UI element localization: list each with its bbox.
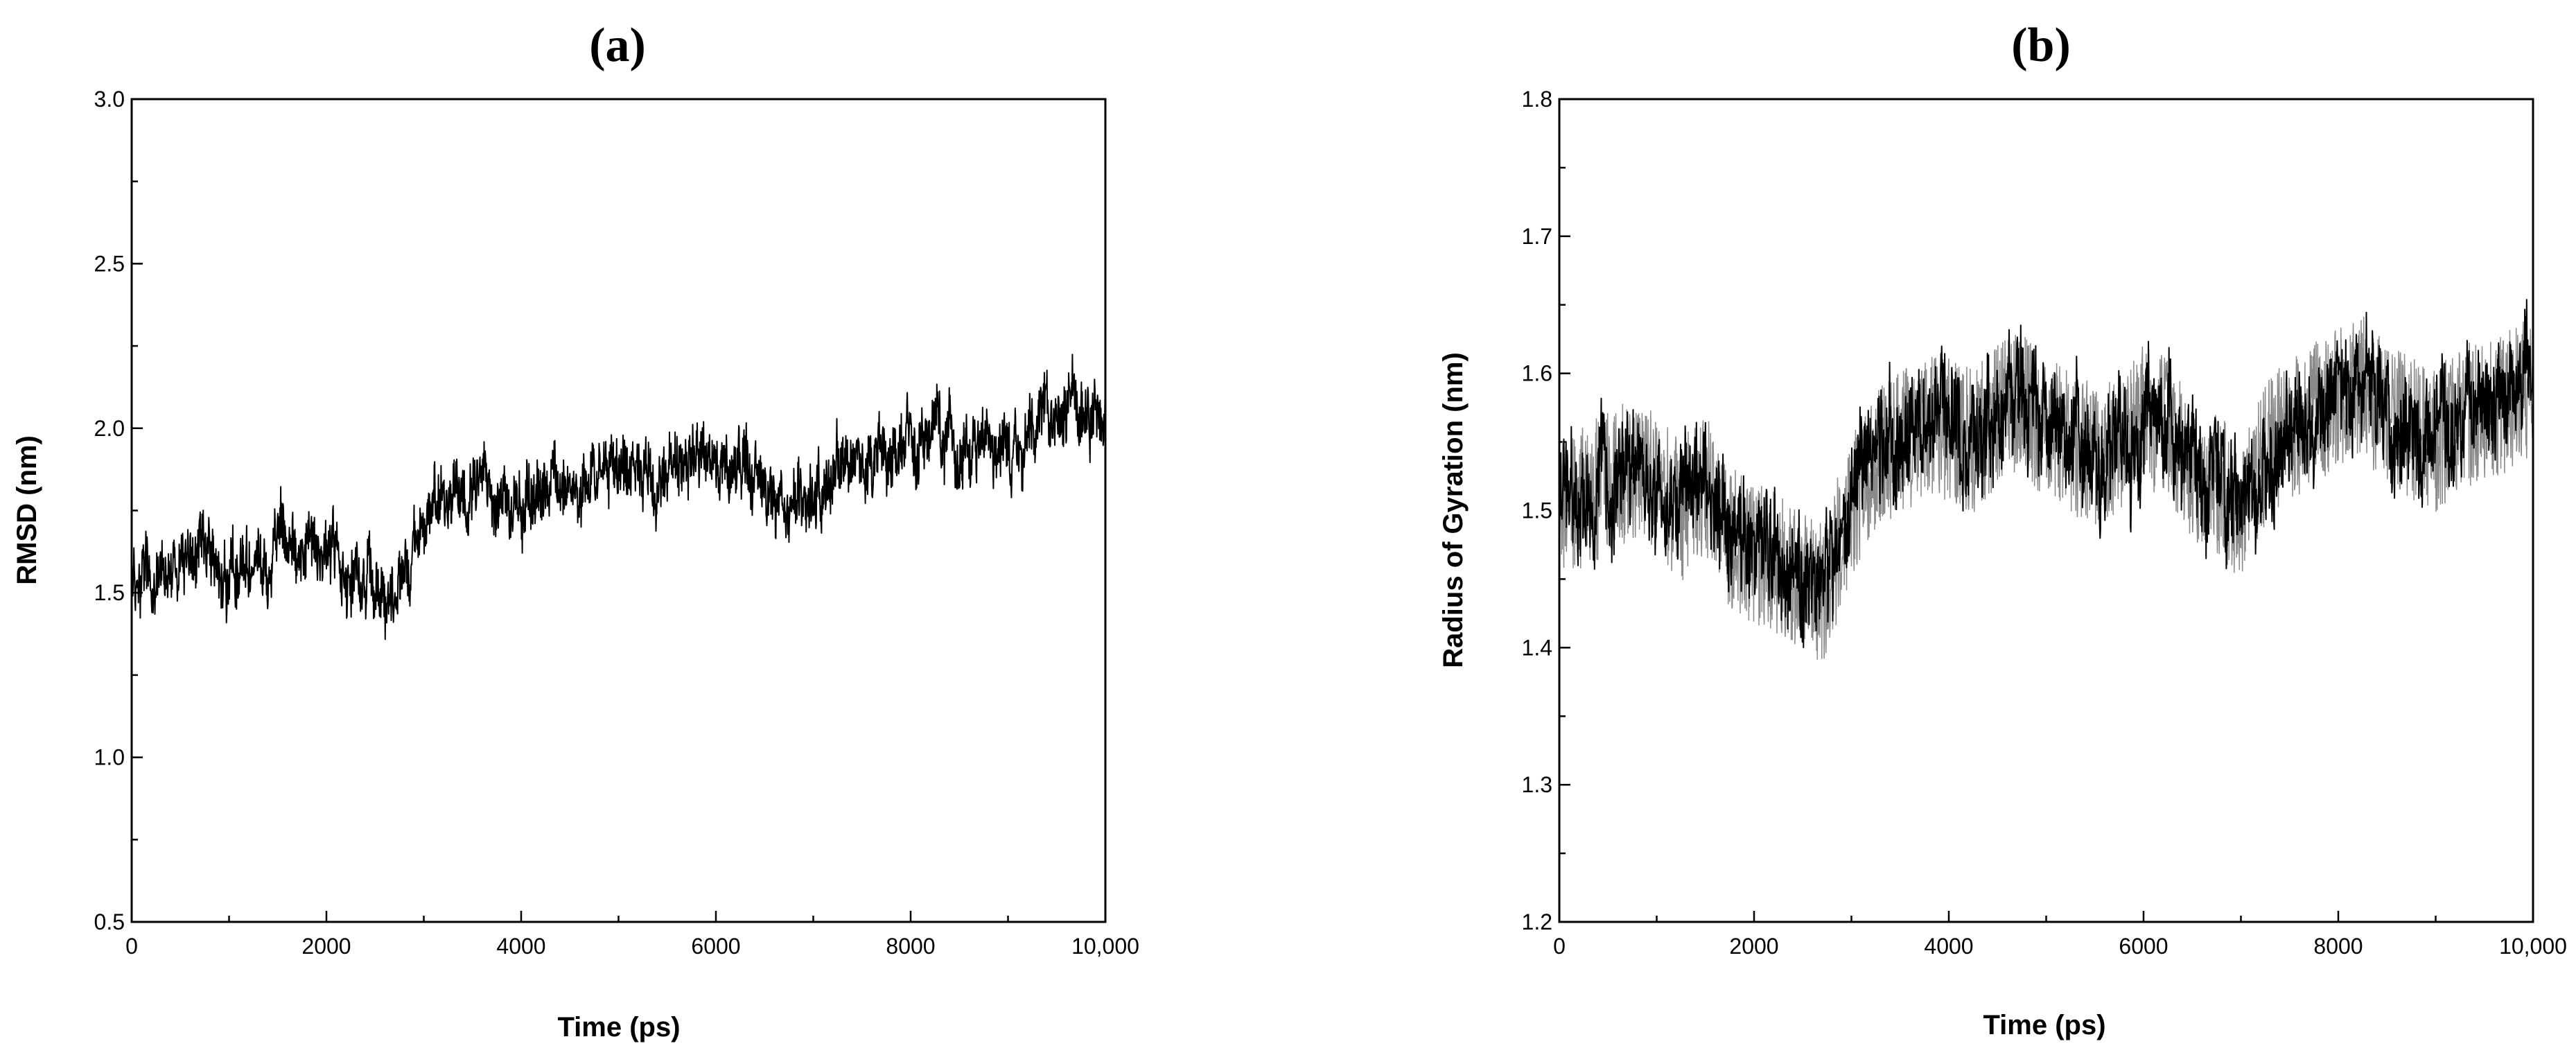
- panel-a-y-tick-label: 2.5: [94, 251, 125, 276]
- panel-b-x-tick-label: 10,000: [2499, 934, 2567, 959]
- panel-b-label: (b): [2011, 19, 2071, 72]
- panel-b-y-tick-label: 1.2: [1522, 909, 1552, 934]
- panel-b-x-tick-label: 0: [1553, 934, 1566, 959]
- panel-a-x-tick-label: 8000: [886, 934, 935, 959]
- panel-b-y-tick-label: 1.5: [1522, 498, 1552, 523]
- panel-b-x-axis-title: Time (ps): [1983, 1010, 2105, 1040]
- panel-b-y-tick-label: 1.3: [1522, 772, 1552, 797]
- panel-b-x-tick-label: 2000: [1729, 934, 1778, 959]
- panel-a-y-tick-label: 0.5: [94, 909, 125, 934]
- panel-b-tick-labels: 0 2000 4000 6000 8000 10,000 1.2 1.3 1.4 1.5 1.6 1.…: [1522, 87, 2567, 959]
- panel-b-y-axis-title: Radius of Gyration (nm): [1438, 352, 1469, 668]
- panel-a-x-tick-label: 4000: [496, 934, 545, 959]
- panel-b-x-tick-label: 8000: [2313, 934, 2363, 959]
- panel-a-x-axis-title: Time (ps): [557, 1012, 680, 1043]
- panel-a: (a) 0 2000 4000 6000 8000 10,000 0.5 1.0 1.5 2.0 2…: [12, 19, 1139, 1043]
- panel-a-y-axis-title: RMSD (nm): [12, 435, 42, 585]
- panel-b-axes-frame: [1558, 98, 2534, 923]
- panel-a-y-tick-label: 3.0: [94, 87, 125, 112]
- panel-a-x-tick-label: 2000: [301, 934, 351, 959]
- panel-a-tick-labels: 0 2000 4000 6000 8000 10,000 0.5 1.0 1.5 2.0 2.5 3.…: [94, 87, 1139, 959]
- panel-a-series-line: [131, 354, 1106, 640]
- panel-a-x-tick-label: 0: [125, 934, 138, 959]
- panel-b-y-tick-label: 1.7: [1522, 224, 1552, 249]
- panel-a-x-tick-label: 10,000: [1071, 934, 1139, 959]
- panel-a-axes-frame: [130, 98, 1107, 923]
- panel-b-y-tick-label: 1.8: [1522, 87, 1552, 112]
- panel-b-x-tick-label: 6000: [2119, 934, 2168, 959]
- panel-a-y-tick-label: 1.0: [94, 745, 125, 770]
- panel-b-plot-area: [1559, 299, 2534, 660]
- panel-a-label: (a): [589, 19, 646, 72]
- panel-a-plot-area: [131, 354, 1106, 640]
- panel-a-y-tick-label: 2.0: [94, 416, 125, 441]
- panel-b: (b) 0 2000 4000 6000 8000 10,000 1.2 1.3 1.4 1.5 1…: [1438, 19, 2567, 1040]
- panel-b-series-line: [1559, 299, 2534, 649]
- panel-a-ticks: [130, 98, 1107, 923]
- panel-b-x-tick-label: 4000: [1924, 934, 1973, 959]
- panel-a-y-tick-label: 1.5: [94, 580, 125, 605]
- panel-a-x-tick-label: 6000: [691, 934, 740, 959]
- panel-b-y-tick-label: 1.4: [1522, 635, 1552, 660]
- panel-b-y-tick-label: 1.6: [1522, 361, 1552, 386]
